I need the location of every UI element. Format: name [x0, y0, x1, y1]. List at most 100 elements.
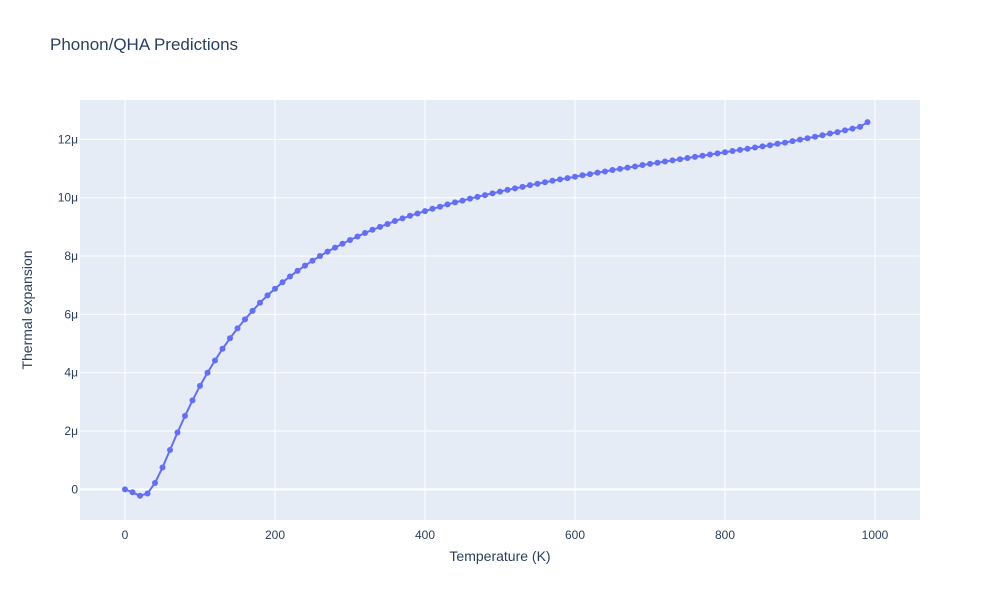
data-point	[122, 486, 128, 493]
data-point	[759, 143, 766, 150]
data-point	[444, 201, 451, 208]
data-point	[669, 157, 676, 164]
data-point	[654, 159, 661, 166]
data-point	[647, 160, 653, 167]
data-point	[564, 175, 571, 182]
y-tick-label: 10μ	[58, 191, 78, 205]
data-point	[504, 186, 511, 193]
data-point	[392, 218, 398, 225]
x-gridlines	[124, 100, 876, 520]
data-point	[399, 215, 406, 222]
data-point	[549, 177, 556, 184]
data-point	[264, 292, 271, 299]
data-point	[377, 223, 383, 230]
y-tick-label: 12μ	[58, 132, 78, 146]
data-point	[467, 195, 473, 202]
data-point	[482, 192, 488, 199]
y-tick-label: 8μ	[64, 249, 78, 263]
data-point	[819, 132, 826, 139]
data-point	[519, 183, 526, 190]
y-tick-label: 2μ	[64, 424, 78, 438]
data-point	[849, 125, 856, 132]
data-point	[609, 167, 616, 173]
data-point	[182, 412, 188, 419]
data-point	[287, 273, 293, 280]
y-axis-tick-labels: 0 2μ 4μ 6μ 8μ 10μ 12μ	[58, 132, 79, 496]
data-point	[587, 171, 593, 178]
data-point	[527, 182, 533, 189]
data-point	[144, 490, 151, 497]
data-point	[489, 190, 496, 197]
data-point	[384, 220, 391, 227]
data-point	[309, 257, 316, 264]
y-gridlines	[80, 138, 920, 491]
x-tick-label: 600	[565, 528, 585, 542]
data-point	[512, 185, 518, 192]
data-point	[842, 127, 848, 134]
data-point	[159, 464, 166, 471]
x-axis-tick-labels: 0 200 400 600 800 1000	[122, 528, 889, 542]
data-point	[617, 165, 623, 172]
data-point	[362, 230, 368, 236]
data-point	[677, 156, 683, 163]
plot-area	[80, 100, 920, 520]
data-point	[744, 145, 751, 152]
data-point	[167, 447, 173, 453]
data-point	[234, 325, 241, 332]
data-point	[812, 133, 818, 140]
data-point	[249, 307, 256, 314]
data-point	[324, 248, 331, 255]
x-tick-label: 400	[415, 528, 435, 542]
data-point	[422, 208, 428, 215]
data-point	[257, 299, 263, 306]
data-point	[857, 123, 863, 130]
data-point	[542, 179, 548, 186]
data-point	[452, 199, 458, 206]
data-point	[729, 148, 736, 155]
data-point	[662, 158, 668, 165]
data-point	[174, 429, 181, 436]
y-tick-label: 6μ	[64, 307, 78, 321]
data-point	[534, 180, 541, 187]
series-layer	[122, 119, 871, 499]
data-point	[459, 197, 466, 204]
y-tick-label: 4μ	[64, 366, 78, 380]
data-point	[722, 149, 728, 156]
data-point	[302, 262, 308, 269]
x-tick-label: 0	[122, 528, 129, 542]
x-axis-title: Temperature (K)	[449, 548, 550, 564]
data-point	[699, 152, 706, 159]
data-point	[557, 176, 563, 183]
data-point	[864, 119, 871, 126]
data-point	[497, 188, 503, 195]
data-point	[407, 212, 413, 219]
data-point	[789, 138, 796, 145]
data-point	[474, 193, 481, 200]
data-point	[272, 285, 278, 292]
data-point	[437, 203, 443, 210]
data-point	[797, 136, 803, 143]
x-tick-label: 1000	[862, 528, 889, 542]
data-point	[354, 233, 361, 240]
data-point	[767, 142, 773, 149]
data-point	[414, 210, 421, 217]
data-point	[339, 240, 346, 247]
data-point	[197, 382, 203, 389]
data-point	[834, 129, 841, 136]
data-point	[804, 135, 811, 142]
data-point	[707, 151, 713, 158]
y-axis-title: Thermal expansion	[19, 250, 35, 369]
data-point	[189, 397, 196, 404]
chart-title: Phonon/QHA Predictions	[50, 35, 238, 54]
data-point	[632, 163, 638, 170]
data-point	[219, 345, 226, 352]
data-point	[332, 244, 338, 251]
x-tick-label: 200	[265, 528, 285, 542]
data-point	[137, 492, 143, 499]
data-point	[129, 489, 136, 496]
data-point	[782, 139, 788, 146]
data-point	[227, 335, 233, 342]
x-tick-label: 800	[715, 528, 735, 542]
data-point	[279, 279, 286, 286]
